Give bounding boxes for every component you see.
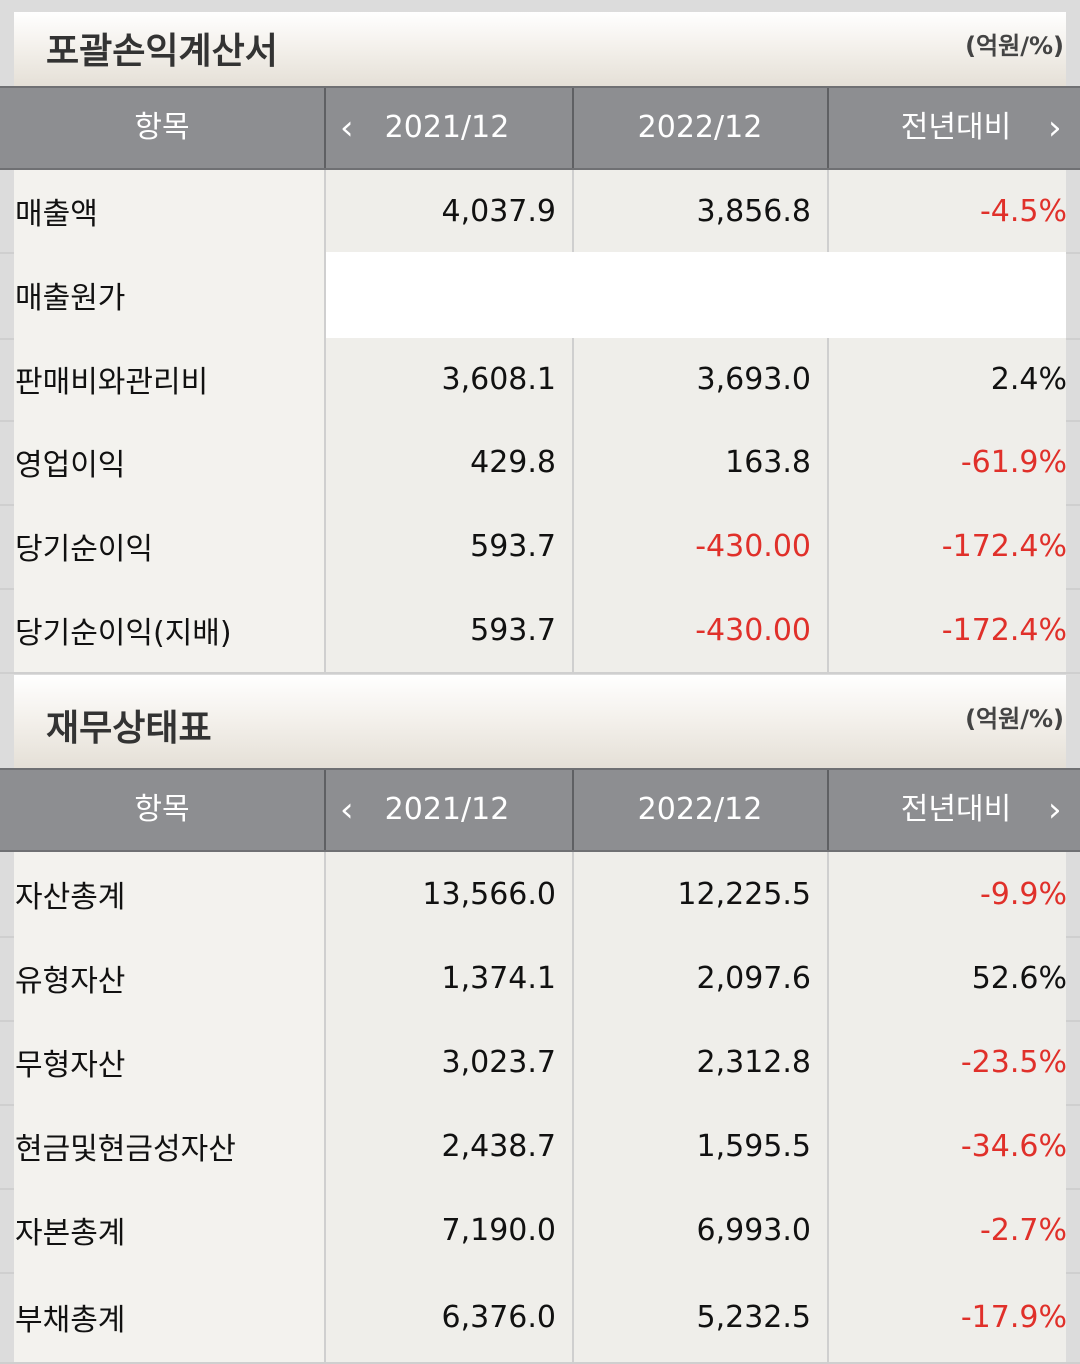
row-label: 판매비와관리비	[15, 365, 209, 400]
row-label: 현금및현금성자산	[15, 1132, 236, 1167]
unit-label: (억원/%)	[965, 705, 1064, 733]
header-col-2021: 2021/12	[384, 110, 510, 145]
table-row: 매출액 4,037.9 3,856.8 -4.5%	[0, 170, 1080, 254]
value-2022: 2,097.6	[696, 960, 811, 996]
balance-sheet-title-bar: 재무상태표 (억원/%)	[14, 675, 1066, 770]
row-label: 영업이익	[15, 448, 126, 483]
table-row: 현금및현금성자산 2,438.7 1,595.5 -34.6%	[0, 1104, 1080, 1190]
value-2022: 163.8	[725, 444, 811, 480]
value-2022: 3,856.8	[696, 193, 811, 229]
row-label: 자본총계	[15, 1216, 126, 1251]
value-yoy: 52.6%	[971, 960, 1067, 996]
value-2021: 3,023.7	[441, 1044, 556, 1080]
table-row: 무형자산 3,023.7 2,312.8 -23.5%	[0, 1020, 1080, 1106]
table-row: 유형자산 1,374.1 2,097.6 52.6%	[0, 936, 1080, 1022]
section-title: 재무상태표	[46, 708, 212, 749]
value-yoy: -34.6%	[960, 1128, 1067, 1164]
header-item: 항목	[134, 792, 190, 827]
value-yoy: -172.4%	[941, 528, 1067, 564]
header-col-2022: 2022/12	[637, 110, 763, 145]
row-label: 당기순이익(지배)	[15, 616, 232, 651]
table-row: 당기순이익 593.7 -430.00 -172.4%	[0, 504, 1080, 590]
table-row: 자산총계 13,566.0 12,225.5 -9.9%	[0, 852, 1080, 938]
chevron-right-icon[interactable]: ›	[1048, 108, 1062, 148]
value-yoy: -172.4%	[941, 612, 1067, 648]
value-2022: 12,225.5	[677, 876, 811, 912]
value-2021: 3,608.1	[441, 361, 556, 397]
value-2021: 2,438.7	[441, 1128, 556, 1164]
row-label: 당기순이익	[15, 532, 153, 567]
unit-label: (억원/%)	[965, 32, 1064, 60]
value-yoy: -23.5%	[960, 1044, 1067, 1080]
row-label: 무형자산	[15, 1048, 126, 1083]
value-2021: 593.7	[470, 528, 556, 564]
income-statement-header: 항목 ‹ 2021/12 2022/12 전년대비 ›	[0, 86, 1080, 170]
value-2021: 6,376.0	[441, 1299, 556, 1335]
value-2021: 1,374.1	[441, 960, 556, 996]
row-label: 매출액	[15, 197, 98, 232]
header-col-yoy: 전년대비	[900, 792, 1012, 827]
value-2021: 429.8	[470, 444, 556, 480]
value-2021: 4,037.9	[441, 193, 556, 229]
header-col-yoy: 전년대비	[900, 110, 1012, 145]
table-row: 매출원가	[0, 252, 1080, 340]
table-row: 영업이익 429.8 163.8 -61.9%	[0, 420, 1080, 506]
row-label: 자산총계	[15, 880, 126, 915]
value-2022	[574, 252, 811, 338]
chevron-left-icon[interactable]: ‹	[340, 108, 354, 148]
value-2022: -430.00	[695, 612, 811, 648]
value-yoy: -61.9%	[960, 444, 1067, 480]
chevron-left-icon[interactable]: ‹	[340, 790, 354, 830]
value-2021: 13,566.0	[422, 876, 556, 912]
table-row: 부채총계 6,376.0 5,232.5 -17.9%	[0, 1272, 1080, 1364]
header-item: 항목	[134, 110, 190, 145]
value-2021	[326, 252, 556, 338]
value-2022: 6,993.0	[696, 1212, 811, 1248]
value-yoy: -2.7%	[979, 1212, 1067, 1248]
value-yoy: -9.9%	[979, 876, 1067, 912]
value-2022: -430.00	[695, 528, 811, 564]
chevron-right-icon[interactable]: ›	[1048, 790, 1062, 830]
row-label: 부채총계	[15, 1303, 126, 1338]
value-2022: 1,595.5	[696, 1128, 811, 1164]
value-yoy: 2.4%	[990, 361, 1067, 397]
value-2022: 2,312.8	[696, 1044, 811, 1080]
value-yoy	[829, 252, 1067, 338]
value-2021: 7,190.0	[441, 1212, 556, 1248]
table-row: 판매비와관리비 3,608.1 3,693.0 2.4%	[0, 338, 1080, 422]
row-label: 매출원가	[15, 281, 126, 316]
header-col-2022: 2022/12	[637, 792, 763, 827]
table-row: 자본총계 7,190.0 6,993.0 -2.7%	[0, 1188, 1080, 1274]
balance-sheet-header: 항목 ‹ 2021/12 2022/12 전년대비 ›	[0, 768, 1080, 852]
section-title: 포괄손익계산서	[46, 31, 278, 72]
income-statement-title-bar: 포괄손익계산서 (억원/%)	[14, 12, 1066, 88]
value-yoy: -4.5%	[979, 193, 1067, 229]
value-2022: 3,693.0	[696, 361, 811, 397]
row-label: 유형자산	[15, 964, 126, 999]
value-2022: 5,232.5	[696, 1299, 811, 1335]
header-col-2021: 2021/12	[384, 792, 510, 827]
value-2021: 593.7	[470, 612, 556, 648]
table-row: 당기순이익(지배) 593.7 -430.00 -172.4%	[0, 588, 1080, 674]
value-yoy: -17.9%	[960, 1299, 1067, 1335]
